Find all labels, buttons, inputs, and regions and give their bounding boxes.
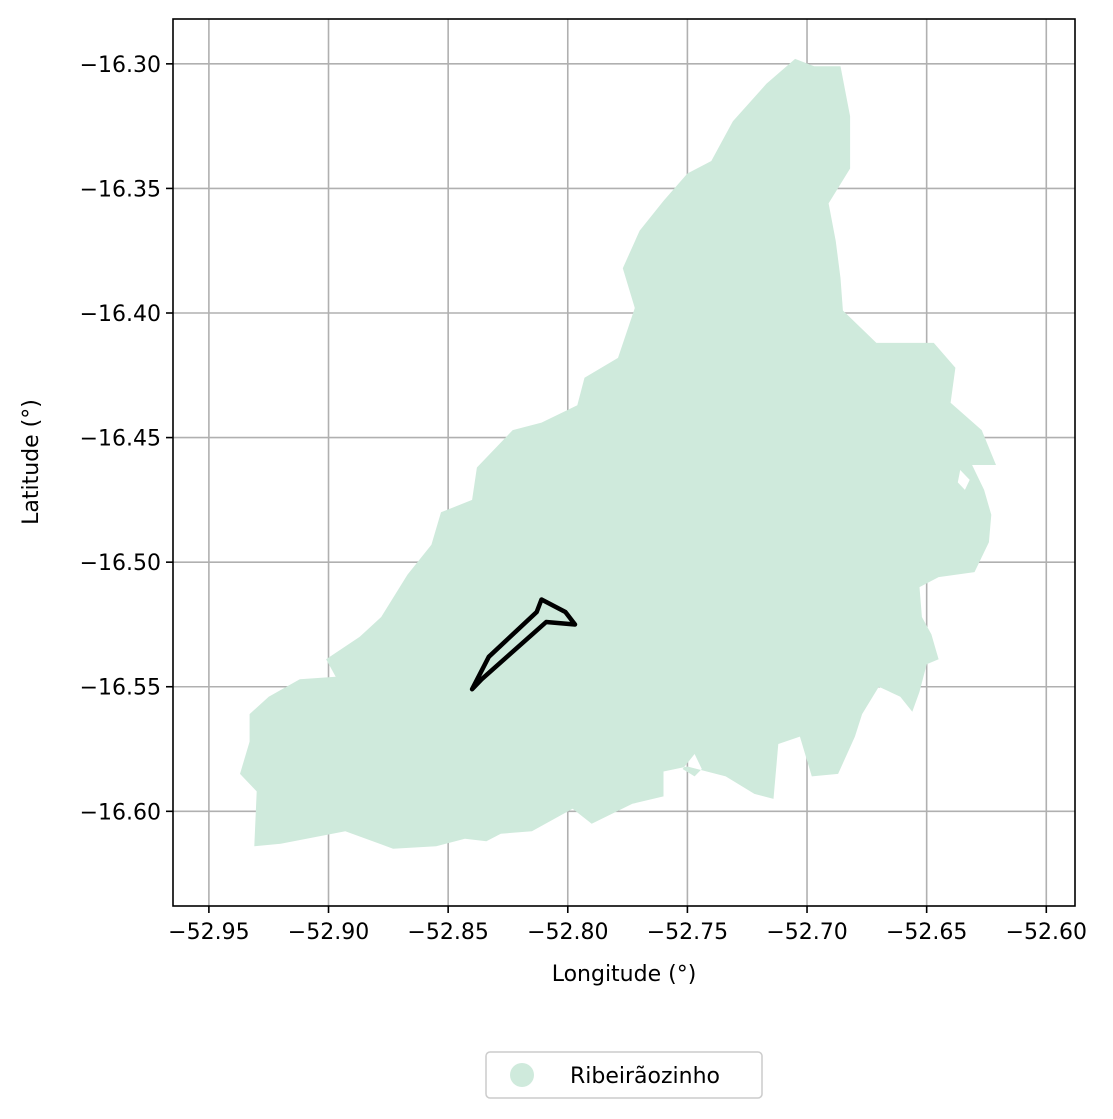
- axis-ticks: −52.95 −52.90 −52.85 −52.80 −52.75 −52.70 −52.…: [80, 53, 1087, 945]
- plot-frame: [172, 18, 1076, 907]
- legend-box: [485, 1051, 763, 1099]
- x-tick-label: −52.85: [407, 920, 488, 945]
- x-tick-label: −52.95: [168, 920, 249, 945]
- legend: Ribeirãozinho: [485, 1051, 763, 1099]
- region-polygon: [240, 58, 996, 849]
- legend-marker: [510, 1063, 534, 1087]
- y-tick-label: −16.40: [80, 302, 161, 327]
- region-layer: [240, 58, 996, 849]
- x-tick-label: −52.70: [766, 920, 847, 945]
- x-tick-label: −52.90: [288, 920, 369, 945]
- y-tick-label: −16.60: [80, 800, 161, 825]
- y-tick-label: −16.45: [80, 427, 161, 452]
- outline-polygon: [469, 597, 578, 692]
- x-tick-label: −52.75: [647, 920, 728, 945]
- y-tick-label: −16.55: [80, 676, 161, 701]
- y-tick-label: −16.50: [80, 551, 161, 576]
- x-tick-label: −52.60: [1006, 920, 1087, 945]
- legend-label: Ribeirãozinho: [570, 1064, 720, 1089]
- y-tick-label: −16.30: [80, 53, 161, 78]
- y-tick-label: −16.35: [80, 177, 161, 202]
- x-axis-label: Longitude (°): [552, 962, 697, 987]
- y-axis-label: Latitude (°): [19, 399, 44, 525]
- x-tick-label: −52.65: [886, 920, 967, 945]
- x-tick-label: −52.80: [527, 920, 608, 945]
- outline-layer: [469, 597, 578, 692]
